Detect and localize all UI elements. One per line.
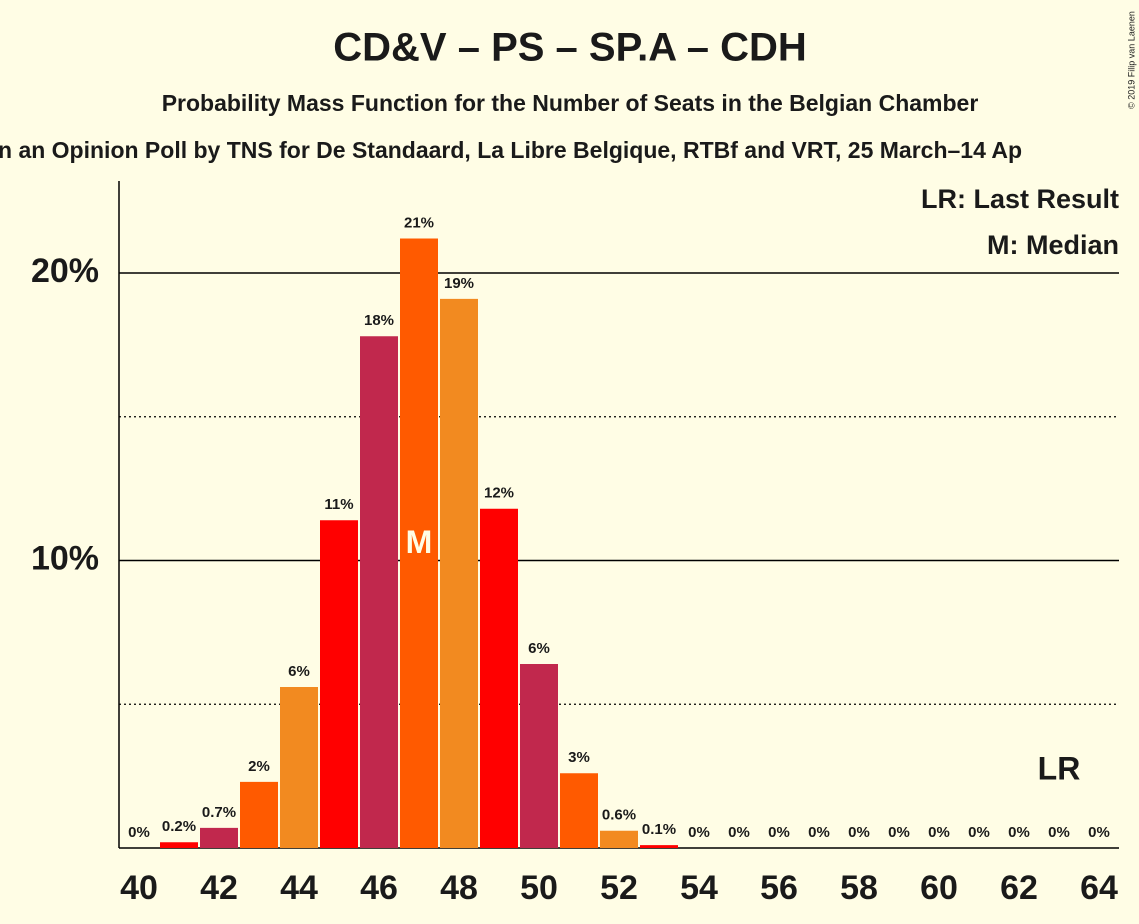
value-label: 18% [364, 312, 394, 329]
last-result-marker: LR [1038, 750, 1081, 786]
value-label: 3% [568, 749, 590, 766]
bar [360, 336, 398, 848]
value-label: 0% [1048, 824, 1070, 841]
bar [280, 687, 318, 848]
bar [640, 845, 678, 848]
chart-subtitle-2: n an Opinion Poll by TNS for De Standaar… [0, 137, 1022, 163]
x-tick-label: 64 [1080, 869, 1118, 907]
legend-entry: M: Median [987, 230, 1119, 260]
value-label: 0% [128, 824, 150, 841]
x-tick-label: 52 [600, 869, 638, 907]
bar [480, 508, 518, 848]
y-tick-label: 20% [31, 252, 99, 290]
value-label: 0.1% [642, 821, 676, 838]
x-tick-label: 58 [840, 869, 878, 907]
x-tick-label: 60 [920, 869, 958, 907]
value-label: 0.2% [162, 818, 196, 835]
x-tick-label: 54 [680, 869, 718, 907]
x-tick-label: 48 [440, 869, 478, 907]
value-label: 19% [444, 275, 474, 292]
value-label: 6% [288, 663, 310, 680]
value-label: 21% [404, 214, 434, 231]
x-tick-label: 44 [280, 869, 318, 907]
y-tick-label: 10% [31, 539, 99, 577]
chart-title: CD&V – PS – SP.A – CDH [333, 26, 807, 70]
median-marker: M [406, 524, 433, 560]
bar [560, 773, 598, 848]
value-label: 0% [688, 824, 710, 841]
value-label: 0% [808, 824, 830, 841]
value-label: 0% [848, 824, 870, 841]
value-label: 6% [528, 640, 550, 657]
copyright: © 2019 Filip van Laenen [1126, 11, 1136, 109]
value-label: 0% [1008, 824, 1030, 841]
bar [440, 298, 478, 848]
bar [160, 842, 198, 848]
value-label: 0% [1088, 824, 1110, 841]
bar [520, 664, 558, 848]
x-tick-label: 46 [360, 869, 398, 907]
value-label: 0% [968, 824, 990, 841]
bar [320, 520, 358, 848]
x-tick-label: 62 [1000, 869, 1038, 907]
legend-entry: LR: Last Result [921, 184, 1119, 214]
value-label: 0% [728, 824, 750, 841]
x-tick-label: 56 [760, 869, 798, 907]
value-label: 0% [888, 824, 910, 841]
value-label: 12% [484, 485, 514, 502]
chart-subtitle: Probability Mass Function for the Number… [162, 90, 979, 116]
bar [400, 238, 438, 848]
x-tick-label: 40 [120, 869, 158, 907]
x-tick-label: 50 [520, 869, 558, 907]
x-tick-label: 42 [200, 869, 238, 907]
value-label: 0.6% [602, 807, 636, 824]
bar [240, 781, 278, 848]
value-label: 11% [324, 496, 353, 513]
bar [200, 827, 238, 848]
value-label: 2% [248, 758, 270, 775]
bar [600, 830, 638, 848]
value-label: 0% [768, 824, 790, 841]
value-label: 0.7% [202, 804, 236, 821]
value-label: 0% [928, 824, 950, 841]
